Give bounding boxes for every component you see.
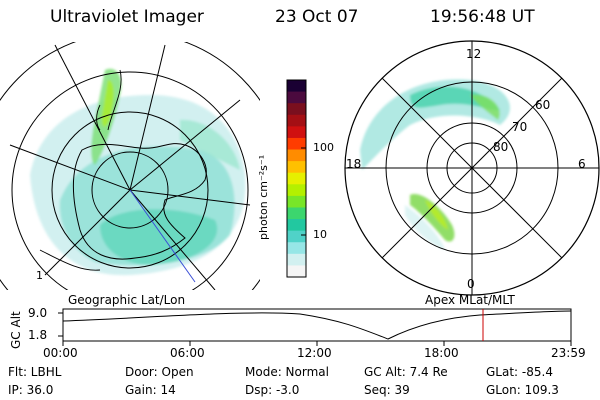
colorbar-cell xyxy=(287,103,306,116)
geographic-map xyxy=(0,42,260,290)
colorbar-cell xyxy=(287,242,306,255)
colorbar-cell xyxy=(287,219,306,232)
mlt-label-0: 0 xyxy=(467,277,475,291)
status-seq: Seq: 39 xyxy=(364,383,410,397)
colorbar-tick-100: 100 xyxy=(313,141,334,154)
geo-corner-label: 1 xyxy=(36,269,43,282)
status-mode: Mode: Normal xyxy=(245,365,329,379)
sun-direction-line xyxy=(129,189,196,283)
colorbar-cell xyxy=(287,91,306,104)
xtick-0600: 06:00 xyxy=(170,346,205,360)
time-label: 19:56:48 UT xyxy=(430,7,535,27)
colorbar-cell xyxy=(287,172,306,185)
mlt-label-6: 6 xyxy=(578,157,586,171)
status-dsp: Dsp: -3.0 xyxy=(245,383,300,397)
alt-axis-label: GC Alt xyxy=(9,311,23,349)
status-glat: GLat: -85.4 xyxy=(486,365,553,379)
colorbar-cell xyxy=(287,265,306,278)
xtick-0000: 00:00 xyxy=(43,346,78,360)
colorbar-cell xyxy=(287,253,306,267)
xtick-1800: 18:00 xyxy=(424,346,459,360)
mlat-label-60: 60 xyxy=(535,98,551,112)
mlt-label-18: 18 xyxy=(346,157,362,171)
status-filter: Flt: LBHL xyxy=(8,365,62,379)
colorbar-cell xyxy=(287,161,306,174)
date-label: 23 Oct 07 xyxy=(275,7,359,27)
colorbar-tick-10: 10 xyxy=(313,228,327,241)
mlt-label-12: 12 xyxy=(466,47,482,61)
colorbar-cell xyxy=(287,184,306,197)
colorbar-cell xyxy=(287,137,306,151)
apex-map xyxy=(344,40,600,296)
colorbar-cell xyxy=(287,80,306,93)
status-gc-alt: GC Alt: 7.4 Re xyxy=(364,365,448,379)
xtick-1200: 12:00 xyxy=(297,346,332,360)
alt-ytick-max: 9.0 xyxy=(28,306,48,320)
continent-outline xyxy=(73,143,207,260)
status-glon: GLon: 109.3 xyxy=(486,383,559,397)
colorbar xyxy=(286,79,307,278)
colorbar-unit-label: photon cm⁻²s⁻¹ xyxy=(257,154,270,240)
mlat-label-80: 80 xyxy=(493,140,509,154)
apex-map-caption: Apex MLat/MLT xyxy=(425,293,515,307)
colorbar-cell xyxy=(287,230,306,243)
alt-ytick-min: 1.8 xyxy=(28,328,48,342)
altitude-panel xyxy=(58,308,572,346)
geo-map-caption: Geographic Lat/Lon xyxy=(68,293,186,307)
status-door: Door: Open xyxy=(125,365,194,379)
status-ip: IP: 36.0 xyxy=(8,383,54,397)
colorbar-cell xyxy=(287,114,306,127)
geo-aurora xyxy=(30,68,246,276)
colorbar-cell xyxy=(287,126,306,139)
colorbar-cell xyxy=(287,195,306,209)
xtick-2359: 23:59 xyxy=(551,346,586,360)
instrument-title: Ultraviolet Imager xyxy=(50,7,204,27)
status-gain: Gain: 14 xyxy=(125,383,176,397)
mlat-label-70: 70 xyxy=(512,120,528,134)
colorbar-cell xyxy=(287,149,306,162)
colorbar-cell xyxy=(287,207,306,220)
